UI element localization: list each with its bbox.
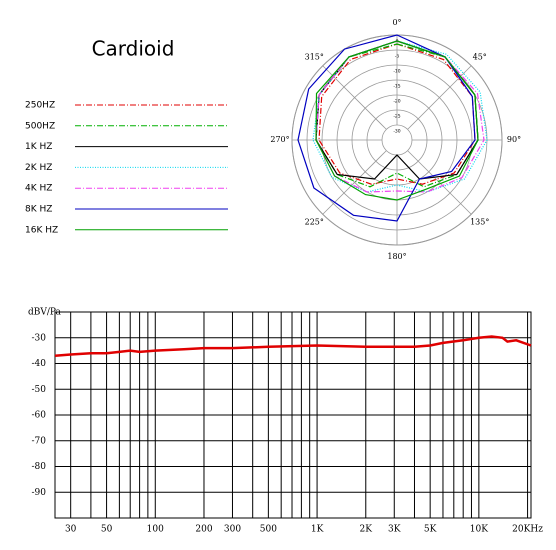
polar-title: Cardioid (92, 37, 175, 61)
polar-curve (315, 40, 485, 193)
x-tick-label: 3K (388, 525, 401, 535)
polar-curve (297, 34, 476, 222)
polar-spoke (322, 150, 387, 215)
polar-spoke (407, 65, 472, 130)
y-tick-label: -50 (32, 385, 47, 395)
ring-label: -30 (393, 129, 400, 135)
legend-label: 500HZ (25, 121, 55, 131)
angle-label: 225° (305, 218, 324, 227)
y-tick-label: -80 (32, 462, 47, 472)
x-tick-label: 5K (424, 525, 437, 535)
x-tick-label: 500 (260, 525, 277, 535)
x-tick-label: 100 (147, 525, 164, 535)
angle-label: 180° (387, 252, 406, 261)
x-tick-label: 50 (101, 525, 113, 535)
angle-label: 135° (470, 218, 489, 227)
legend-label: 250HZ (25, 101, 55, 111)
y-tick-label: -30 (32, 333, 47, 343)
angle-label: 90° (507, 135, 521, 144)
legend-label: 1K HZ (25, 142, 52, 152)
polar-curve (312, 40, 488, 193)
y-tick-label: -70 (32, 436, 47, 446)
x-tick-label: 30 (65, 525, 77, 535)
plot-frame (54, 311, 532, 519)
legend-label: 8K HZ (25, 205, 52, 215)
x-tick-label: 1K (311, 525, 324, 535)
response-line (54, 335, 532, 358)
angle-label: 0° (392, 18, 401, 27)
polar-spoke (407, 150, 472, 215)
polar-curve (315, 40, 479, 201)
legend-label: 16K HZ (25, 225, 58, 235)
legend-label: 2K HZ (25, 163, 52, 173)
angle-label: 45° (473, 52, 487, 61)
x-tick-label: 200 (195, 525, 212, 535)
angle-label: 315° (305, 52, 324, 61)
y-tick-label: -60 (32, 411, 47, 421)
y-axis-label: dBV/Pa (28, 308, 62, 318)
x-tick-label: 10K (470, 525, 488, 535)
y-tick-label: -40 (32, 359, 47, 369)
y-tick-label: -90 (32, 488, 47, 498)
x-tick-label: 300 (224, 525, 241, 535)
angle-label: 270° (270, 135, 289, 144)
x-tick-label: 20KHz (512, 525, 543, 535)
x-tick-label: 2K (360, 525, 373, 535)
legend-label: 4K HZ (25, 184, 52, 194)
